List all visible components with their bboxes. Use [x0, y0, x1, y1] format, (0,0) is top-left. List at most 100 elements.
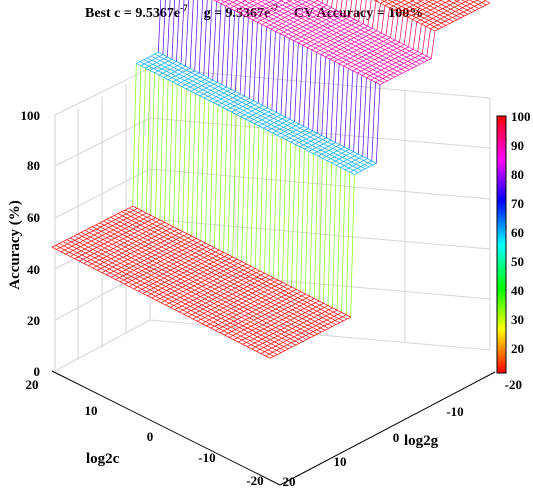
surface-mesh-line	[188, 277, 193, 280]
surface-mesh-line	[384, 0, 388, 2]
surface-mesh-line	[366, 38, 371, 41]
surface-mesh-line	[242, 282, 247, 285]
surface-mesh-line	[256, 270, 260, 274]
surface-mesh-line	[229, 1, 234, 5]
surface-mesh-line	[307, 26, 312, 30]
surface-mesh-line	[178, 268, 183, 271]
surface-mesh-line	[375, 0, 379, 2]
surface-mesh-line	[154, 70, 159, 74]
surface-mesh-line	[274, 279, 279, 283]
surface-mesh-line	[295, 305, 300, 309]
surface-mesh-line	[253, 299, 258, 302]
surface-mesh-line	[269, 0, 274, 3]
surface-mesh-line	[81, 231, 300, 344]
surface-mesh-line	[275, 306, 280, 310]
surface-mesh-line	[345, 172, 351, 315]
surface-mesh-line	[215, 291, 220, 294]
surface-mesh-line	[81, 252, 86, 256]
surface-mesh-line	[304, 128, 309, 131]
surface-mesh-line	[279, 286, 284, 289]
surface-mesh-line	[315, 0, 432, 59]
surface-mesh-line	[279, 126, 284, 130]
surface-mesh-line	[189, 84, 194, 88]
surface-mesh-line	[462, 5, 467, 9]
surface-mesh-line	[285, 38, 290, 118]
surface-mesh-line	[302, 1, 307, 5]
surface-mesh-line	[139, 237, 144, 240]
surface-mesh-line	[375, 84, 381, 164]
surface-mesh-line	[260, 332, 265, 336]
surface-mesh-line	[189, 299, 194, 303]
surface-mesh-line	[147, 237, 152, 241]
surface-mesh-line	[133, 245, 138, 248]
surface-mesh-line	[258, 338, 263, 342]
surface-mesh-line	[289, 40, 295, 120]
surface-mesh-line	[249, 100, 254, 104]
surface-mesh-line	[307, 144, 312, 148]
surface-mesh-line	[376, 47, 381, 50]
surface-mesh-line	[412, 65, 417, 69]
surface-mesh-line	[190, 285, 195, 289]
surface-mesh-line	[169, 300, 174, 304]
surface-mesh-line	[293, 19, 298, 23]
surface-mesh-line	[67, 241, 72, 245]
surface-mesh-line	[460, 15, 465, 19]
surface-mesh-line	[170, 71, 175, 74]
surface-mesh-line	[384, 47, 389, 51]
surface-mesh-line	[166, 269, 171, 273]
surface-mesh-line	[207, 309, 212, 312]
surface-mesh-line	[188, 295, 193, 299]
surface-mesh-line	[193, 260, 198, 264]
surface-mesh-line	[165, 284, 170, 287]
surface-mesh-line	[223, 310, 228, 313]
surface-mesh-line	[303, 324, 308, 328]
surface-mesh-line	[124, 244, 129, 248]
surface-mesh-line	[173, 284, 178, 288]
surface-mesh-line	[279, 342, 284, 345]
surface-mesh-line	[363, 25, 368, 29]
surface-mesh-line	[122, 232, 127, 235]
surface-mesh-line	[181, 303, 186, 307]
surface-mesh-line	[90, 234, 95, 238]
surface-mesh-line	[247, 307, 252, 310]
surface-mesh-line	[362, 40, 367, 43]
surface-mesh-line	[262, 7, 267, 11]
surface-mesh-line	[393, 7, 398, 11]
surface-mesh-line	[262, 299, 267, 303]
surface-mesh-line	[385, 70, 390, 73]
surface-mesh-line	[357, 170, 362, 173]
surface-mesh-line	[233, 337, 238, 341]
surface-mesh-line	[263, 308, 268, 311]
surface-mesh-line	[169, 282, 174, 285]
surface-mesh-line	[297, 314, 302, 317]
surface-mesh-line	[315, 45, 320, 49]
surface-mesh-line	[252, 0, 257, 2]
surface-mesh-line	[140, 278, 145, 282]
surface-mesh-line	[273, 116, 278, 119]
surface-mesh-line	[111, 219, 116, 222]
surface-mesh-line	[92, 265, 97, 269]
surface-mesh-line	[88, 244, 93, 248]
surface-mesh-line	[294, 42, 299, 122]
surface-mesh-line	[238, 321, 243, 324]
surface-mesh-line	[163, 234, 168, 238]
surface-mesh-line	[200, 294, 205, 297]
surface-mesh-line	[261, 0, 266, 3]
surface-mesh-line	[433, 1, 438, 5]
surface-mesh-line	[285, 292, 289, 296]
surface-mesh-line	[213, 282, 218, 286]
surface-mesh-line	[347, 62, 352, 65]
surface-mesh-line	[164, 60, 169, 64]
surface-mesh-line	[286, 338, 291, 341]
surface-mesh-line	[134, 230, 139, 234]
surface-mesh-line	[250, 319, 255, 323]
surface-mesh-line	[325, 313, 330, 317]
surface-mesh-line	[461, 1, 466, 4]
surface-mesh-line	[319, 143, 324, 147]
surface-mesh-line	[231, 269, 236, 272]
surface-mesh-line	[254, 322, 259, 325]
surface-mesh-line	[444, 14, 449, 18]
surface-mesh-line	[188, 76, 193, 80]
surface-mesh-line	[328, 11, 333, 14]
surface-mesh-line	[405, 69, 410, 72]
